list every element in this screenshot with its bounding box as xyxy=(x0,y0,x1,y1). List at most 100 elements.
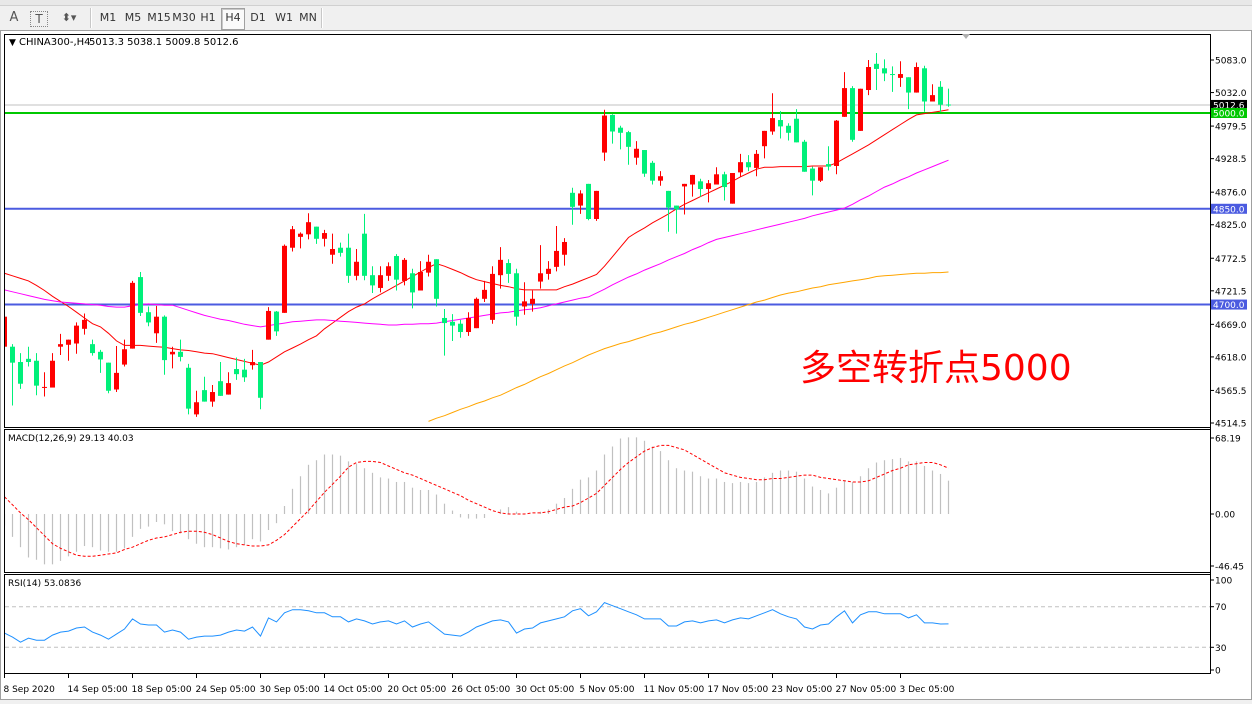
timeframe-m1[interactable]: M1 xyxy=(99,11,117,24)
macd-signal-line xyxy=(5,444,949,557)
text-box-icon[interactable]: T xyxy=(30,11,48,27)
arrows-draw-icon[interactable]: ⬍▾ xyxy=(61,11,77,24)
candle-body xyxy=(866,67,871,91)
bull-candle xyxy=(50,353,55,388)
candle-body xyxy=(306,222,311,235)
bear-candle xyxy=(178,339,183,362)
bear-candle xyxy=(458,319,463,338)
candle-body xyxy=(834,120,839,166)
bear-candle xyxy=(10,344,15,406)
candle-body xyxy=(362,233,367,276)
candle-body xyxy=(50,360,55,388)
candle-body xyxy=(170,351,175,355)
candle-body xyxy=(562,241,567,255)
time-tick-label: 24 Sep 05:00 xyxy=(196,685,256,695)
candle-body xyxy=(882,68,887,74)
time-tick-label: 20 Oct 05:00 xyxy=(388,685,447,695)
candle-body xyxy=(650,162,655,181)
time-tick-label: 3 Dec 05:00 xyxy=(900,685,955,695)
bull-candle xyxy=(914,62,919,93)
ma-fast-line xyxy=(5,109,949,366)
timeframe-h4[interactable]: H4 xyxy=(221,8,245,30)
bull-candle xyxy=(5,316,7,347)
bear-candle xyxy=(370,266,375,294)
bull-candle xyxy=(306,213,311,240)
bull-candle xyxy=(858,88,863,131)
macd-title: MACD(12,26,9) 29.13 40.03 xyxy=(8,434,134,444)
price-axis: 5083.0 5032.0 4979.5 4928.5 4876.0 4825.0 4772… xyxy=(1210,34,1247,677)
candle-body xyxy=(178,351,183,357)
timeframe-d1[interactable]: D1 xyxy=(250,11,266,24)
macd-panel xyxy=(5,437,950,565)
bull-candle xyxy=(74,322,79,354)
bull-candle xyxy=(898,61,903,87)
candle-body xyxy=(482,289,487,299)
chart-shift-marker-icon[interactable] xyxy=(962,34,970,39)
bull-candle xyxy=(498,247,503,289)
chart-window[interactable]: 5083.0 5032.0 4979.5 4928.5 4876.0 4825.0 4772… xyxy=(0,30,1252,700)
bear-candle xyxy=(434,259,439,307)
timeframe-m5[interactable]: M5 xyxy=(124,11,142,24)
candle-body xyxy=(594,190,599,219)
candle-body xyxy=(602,115,607,153)
candle-body xyxy=(418,271,423,291)
candle-body xyxy=(314,226,319,239)
candle-body xyxy=(290,229,295,248)
bull-candle xyxy=(754,150,759,177)
bid-price-label: 5012.6 xyxy=(1213,101,1245,111)
candle-body xyxy=(74,325,79,344)
bear-candle xyxy=(258,362,263,410)
bull-candle xyxy=(42,372,47,397)
candle-body xyxy=(426,261,431,273)
candle-body xyxy=(674,205,679,210)
bear-candle xyxy=(186,363,191,415)
macd-tick-label: 68.19 xyxy=(1215,435,1241,445)
rsi-panel-frame xyxy=(4,574,1211,674)
bear-candle xyxy=(234,357,239,380)
timeframe-m30[interactable]: M30 xyxy=(172,11,196,24)
bull-candle xyxy=(482,280,487,302)
text-label-icon[interactable]: A xyxy=(9,10,19,25)
bear-candle xyxy=(346,233,351,283)
bull-candle xyxy=(402,257,407,286)
price-tick-label: 4514.5 xyxy=(1215,420,1247,430)
bull-candle xyxy=(154,305,159,343)
timeframe-m15[interactable]: M15 xyxy=(147,11,171,24)
candle-body xyxy=(186,367,191,409)
time-tick-label: 8 Sep 2020 xyxy=(4,685,56,695)
candle-body xyxy=(90,344,95,354)
candle-body xyxy=(18,362,23,384)
candle-body xyxy=(658,176,663,181)
bear-candle xyxy=(362,213,367,281)
candle-body xyxy=(226,383,231,395)
candle-body xyxy=(354,261,359,276)
candle-body xyxy=(162,316,167,361)
chart-collapse-icon[interactable]: ▼ xyxy=(9,38,16,48)
bull-candle xyxy=(170,346,175,369)
candle-body xyxy=(402,259,407,281)
candle-body xyxy=(218,381,223,396)
candle-body xyxy=(114,372,119,390)
timeframe-w1[interactable]: W1 xyxy=(275,11,293,24)
bear-candle xyxy=(34,353,39,396)
bear-candle xyxy=(18,353,23,389)
time-tick-label: 30 Sep 05:00 xyxy=(260,685,320,695)
timeframe-h1[interactable]: H1 xyxy=(200,11,216,24)
bull-candle xyxy=(378,266,383,293)
candle-body xyxy=(786,125,791,133)
rsi-tick-label: 70 xyxy=(1215,603,1227,613)
bear-candle xyxy=(674,205,679,234)
candle-body xyxy=(578,193,583,206)
time-tick-label: 14 Oct 05:00 xyxy=(324,685,383,695)
candle-body xyxy=(770,118,775,132)
price-tick-label: 4565.5 xyxy=(1215,387,1247,397)
candle-body xyxy=(810,168,815,181)
candle-body xyxy=(730,173,735,204)
bear-candle xyxy=(826,146,831,171)
bull-candle xyxy=(298,232,303,249)
chart-canvas[interactable]: 5083.0 5032.0 4979.5 4928.5 4876.0 4825.0 4772… xyxy=(0,30,1252,700)
bull-candle xyxy=(546,261,551,280)
timeframe-mn[interactable]: MN xyxy=(299,11,317,24)
bull-candle xyxy=(290,226,295,252)
candle-body xyxy=(690,174,695,185)
